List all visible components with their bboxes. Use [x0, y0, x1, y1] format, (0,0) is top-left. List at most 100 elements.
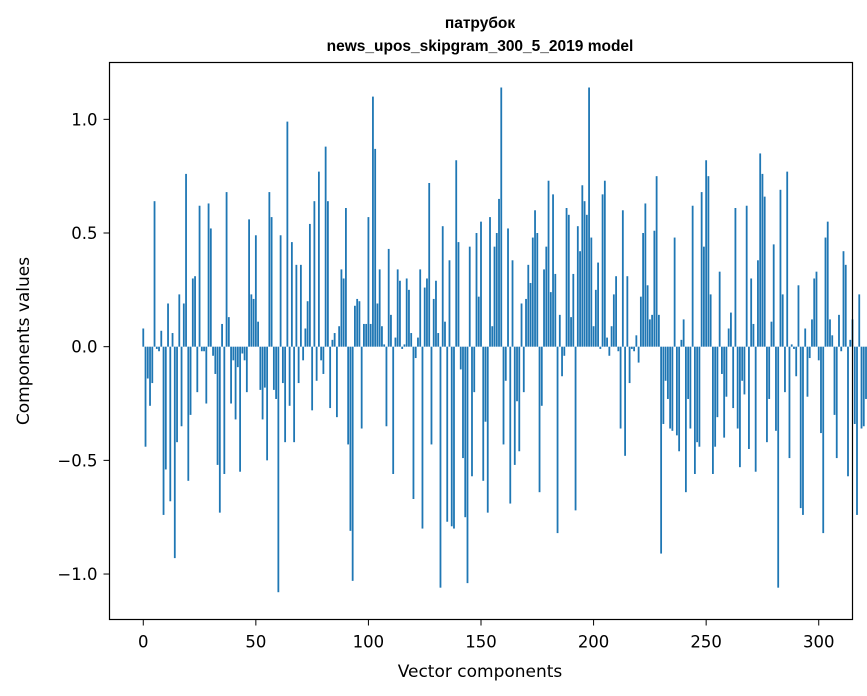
- bar-51: [257, 321, 259, 347]
- bar-163: [509, 346, 512, 504]
- bar-123: [419, 269, 422, 347]
- bar-207: [608, 346, 611, 356]
- bar-15: [176, 346, 178, 443]
- bar-257: [721, 346, 723, 374]
- bar-320: [862, 346, 865, 427]
- bar-154: [489, 217, 491, 347]
- bar-299: [815, 271, 818, 347]
- bar-226: [651, 314, 654, 347]
- bar-167: [518, 346, 521, 452]
- bar-69: [297, 346, 300, 384]
- bar-124: [421, 346, 424, 529]
- bar-87: [338, 326, 341, 347]
- bar-278: [768, 346, 771, 399]
- bar-281: [775, 346, 777, 431]
- bar-158: [498, 198, 500, 347]
- bar-232: [664, 346, 667, 381]
- bar-174: [534, 210, 536, 347]
- bar-243: [689, 346, 692, 429]
- bar-205: [603, 180, 606, 347]
- bar-5: [153, 201, 156, 347]
- bar-91: [347, 346, 350, 445]
- bar-67: [293, 346, 296, 443]
- bar-222: [642, 233, 645, 347]
- bar-280: [772, 244, 775, 347]
- bar-168: [520, 303, 523, 347]
- bar-309: [838, 314, 840, 347]
- bar-2: [146, 346, 149, 379]
- bar-101: [369, 323, 372, 347]
- bar-229: [657, 314, 660, 347]
- bar-317: [856, 346, 858, 515]
- bar-144: [466, 346, 469, 584]
- y-tick-label: −1.0: [57, 565, 97, 584]
- bar-248: [700, 192, 703, 347]
- bar-239: [680, 339, 683, 347]
- bar-306: [831, 335, 834, 347]
- bar-73: [306, 301, 309, 347]
- bar-307: [833, 346, 836, 415]
- bar-252: [709, 294, 712, 347]
- bar-111: [392, 346, 395, 474]
- bar-200: [592, 326, 595, 347]
- bar-109: [387, 248, 390, 347]
- bar-125: [423, 287, 426, 347]
- bar-116: [403, 344, 406, 347]
- bar-63: [284, 346, 287, 443]
- bar-293: [802, 346, 804, 515]
- bar-244: [691, 205, 694, 347]
- bar-11: [167, 303, 169, 347]
- bar-129: [432, 298, 435, 347]
- bar-240: [682, 319, 685, 347]
- bar-65: [288, 346, 291, 406]
- bar-133: [441, 226, 444, 347]
- bar-45: [243, 346, 246, 361]
- bar-38: [227, 317, 230, 347]
- bar-10: [164, 346, 167, 470]
- bar-78: [317, 171, 320, 347]
- bar-265: [739, 346, 741, 468]
- bar-66: [290, 242, 293, 347]
- bar-210: [615, 276, 617, 347]
- bar-288: [790, 344, 793, 347]
- bar-122: [417, 337, 419, 347]
- bar-282: [777, 346, 780, 588]
- bar-120: [412, 346, 415, 499]
- y-axis-ticks: −1.0 −0.5 0.0 0.5 1.0: [57, 110, 110, 584]
- bar-153: [486, 346, 489, 513]
- bar-34: [218, 346, 221, 513]
- bar-276: [763, 196, 766, 347]
- bar-77: [315, 346, 318, 381]
- bar-64: [286, 121, 289, 347]
- x-tick-label: 200: [578, 633, 610, 652]
- bar-318: [858, 294, 861, 347]
- bar-245: [693, 346, 696, 474]
- bar-290: [795, 346, 798, 377]
- bar-311: [842, 251, 845, 347]
- bar-169: [522, 346, 525, 393]
- bar-267: [743, 346, 746, 395]
- bar-227: [653, 230, 656, 347]
- bar-18: [182, 303, 185, 347]
- bar-295: [806, 346, 809, 397]
- plot-frame: [108, 61, 854, 621]
- bar-108: [385, 346, 388, 427]
- bar-97: [360, 346, 363, 429]
- bar-179: [545, 246, 548, 347]
- bar-130: [435, 280, 437, 347]
- bar-53: [261, 346, 264, 420]
- bar-142: [462, 346, 464, 459]
- bar-260: [727, 328, 730, 347]
- bar-233: [666, 346, 669, 399]
- bar-291: [797, 285, 800, 347]
- bar-81: [324, 146, 327, 347]
- bar-126: [426, 278, 428, 347]
- bar-17: [180, 346, 183, 427]
- bar-42: [236, 346, 239, 368]
- bar-95: [356, 298, 359, 347]
- bar-39: [230, 346, 232, 404]
- bar-178: [543, 269, 545, 347]
- bar-190: [570, 317, 572, 347]
- bar-279: [770, 321, 773, 347]
- bar-100: [367, 217, 370, 347]
